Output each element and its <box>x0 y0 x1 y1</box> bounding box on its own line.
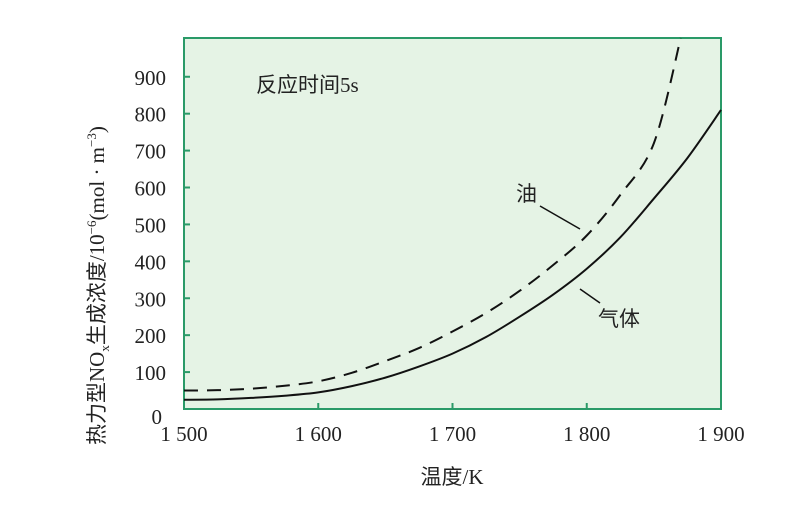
y-tick-label: 0 <box>152 405 163 429</box>
y-tick-label: 700 <box>135 140 167 164</box>
series-line-gas <box>183 109 722 401</box>
annotation: 反应时间5s <box>256 73 359 97</box>
y-axis-label: 热力型NOx生成浓度/10−6(mol · m−3) <box>84 126 112 445</box>
y-tick-label: 600 <box>135 177 167 201</box>
y-tick-label: 800 <box>135 103 167 127</box>
leader-line-gas <box>579 288 601 304</box>
x-tick-label: 1 800 <box>563 422 610 446</box>
y-tick-label: 300 <box>135 287 167 311</box>
x-tick-label: 1 500 <box>160 422 207 446</box>
y-tick-label: 500 <box>135 213 167 237</box>
x-tick-label: 1 700 <box>429 422 476 446</box>
series-label-gas: 气体 <box>598 307 640 331</box>
x-tick-label: 1 600 <box>295 422 342 446</box>
y-tick-label: 100 <box>135 361 167 385</box>
series-line-oil <box>183 37 682 392</box>
y-tick-label: 900 <box>135 66 167 90</box>
leader-line-oil <box>539 205 581 230</box>
x-tick-label: 1 900 <box>697 422 744 446</box>
x-axis-label: 温度/K <box>421 465 484 489</box>
y-tick-label: 200 <box>135 324 167 348</box>
y-tick-label: 400 <box>135 250 167 274</box>
series-label-oil: 油 <box>516 182 537 206</box>
